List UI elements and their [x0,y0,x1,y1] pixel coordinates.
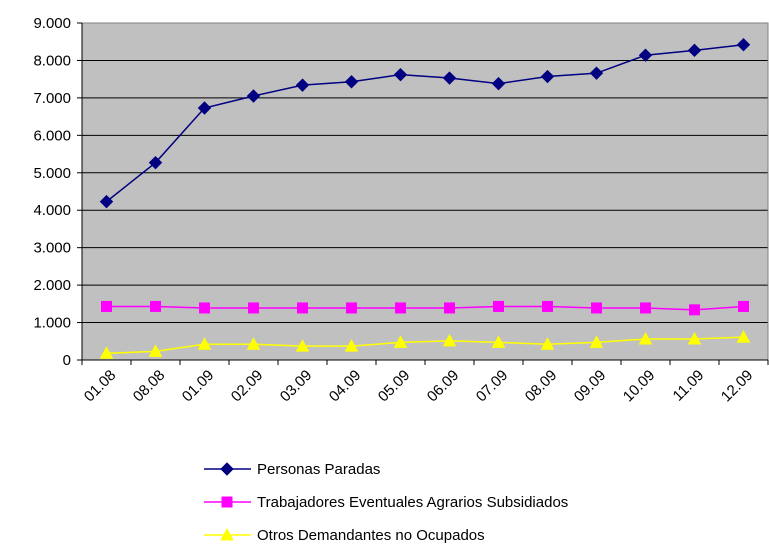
data-point [199,302,210,314]
plot-area [82,23,768,360]
data-point [393,67,408,82]
legend-marker [220,462,234,476]
data-point [444,302,455,314]
data-point [738,300,749,312]
data-point [295,78,310,92]
data-point [736,330,751,343]
data-point [148,155,163,170]
x-tick-label: 06.09 [424,367,463,406]
data-point [591,302,602,314]
y-tick-label: 1.000 [33,315,71,332]
y-tick-label: 4.000 [33,202,71,219]
data-point [248,302,259,314]
data-point [297,302,308,314]
legend-label: Personas Paradas [257,461,380,478]
data-point [442,333,457,347]
x-tick-label: 08.09 [522,367,561,406]
legend-item: Trabajadores Eventuales Agrarios Subsidi… [204,494,568,511]
data-point [491,76,506,91]
y-tick-label: 5.000 [33,165,71,182]
data-point [687,331,702,345]
data-point [346,302,357,314]
data-point [99,346,114,359]
data-point [148,344,163,357]
legend-marker [220,527,234,541]
x-tick-label: 01.08 [81,367,120,406]
y-tick-label: 2.000 [33,277,71,294]
data-point [197,101,212,115]
x-tick-label: 02.09 [228,367,267,406]
x-axis: 01.08 08.08 01.09 02.09 03.09 04.09 05.09 06.09… [81,360,769,406]
data-point [197,337,212,350]
x-tick-label: 11.09 [670,367,708,405]
legend: Personas Paradas Trabajadores Eventuales … [204,461,568,544]
data-point [540,337,555,350]
y-tick-label: 6.000 [33,127,71,144]
series-line [106,336,744,355]
y-tick-label: 3.000 [33,240,71,257]
data-point [393,335,408,348]
y-tick-label: 0 [63,352,71,369]
data-point [442,71,457,85]
legend-item: Personas Paradas [204,461,380,478]
series-line [106,305,744,311]
data-point [246,337,261,350]
data-point [638,331,653,345]
data-point [99,194,114,209]
data-point [493,300,504,312]
x-tick-label: 07.09 [473,367,512,406]
data-point [491,335,506,348]
series-1 [99,38,751,209]
legend-item: Otros Demandantes no Ocupados [204,527,485,544]
series-layer [99,38,751,359]
data-point [640,302,651,314]
data-point [638,48,653,62]
data-point [589,335,604,348]
data-point [542,300,553,312]
x-tick-label: 09.09 [571,367,610,406]
legend-marker [221,496,233,508]
data-point [736,38,751,52]
y-tick-label: 9.000 [33,15,71,32]
data-point [246,89,261,103]
data-point [150,300,161,312]
x-tick-label: 01.09 [179,367,218,406]
data-point [689,304,700,316]
y-axis: 0 1.000 2.000 3.000 4.000 5.000 6.000 7.000 8.00… [33,15,768,369]
data-point [540,69,555,84]
x-tick-label: 03.09 [277,367,316,406]
x-tick-label: 08.08 [130,367,169,406]
data-point [687,43,702,58]
legend-label: Otros Demandantes no Ocupados [257,527,485,544]
x-tick-label: 05.09 [375,367,414,406]
y-tick-label: 8.000 [33,52,71,69]
legend-label: Trabajadores Eventuales Agrarios Subsidi… [257,494,568,511]
data-point [101,300,112,312]
x-tick-label: 12.09 [718,367,757,406]
series-line [106,43,744,203]
data-point [344,339,359,352]
x-tick-label: 10.09 [620,367,659,406]
data-point [295,339,310,352]
data-point [395,302,406,314]
series-2 [101,300,749,316]
x-tick-label: 04.09 [326,367,365,406]
series-3 [99,330,751,359]
data-point [344,75,359,89]
data-point [589,66,604,80]
y-tick-label: 7.000 [33,90,71,107]
